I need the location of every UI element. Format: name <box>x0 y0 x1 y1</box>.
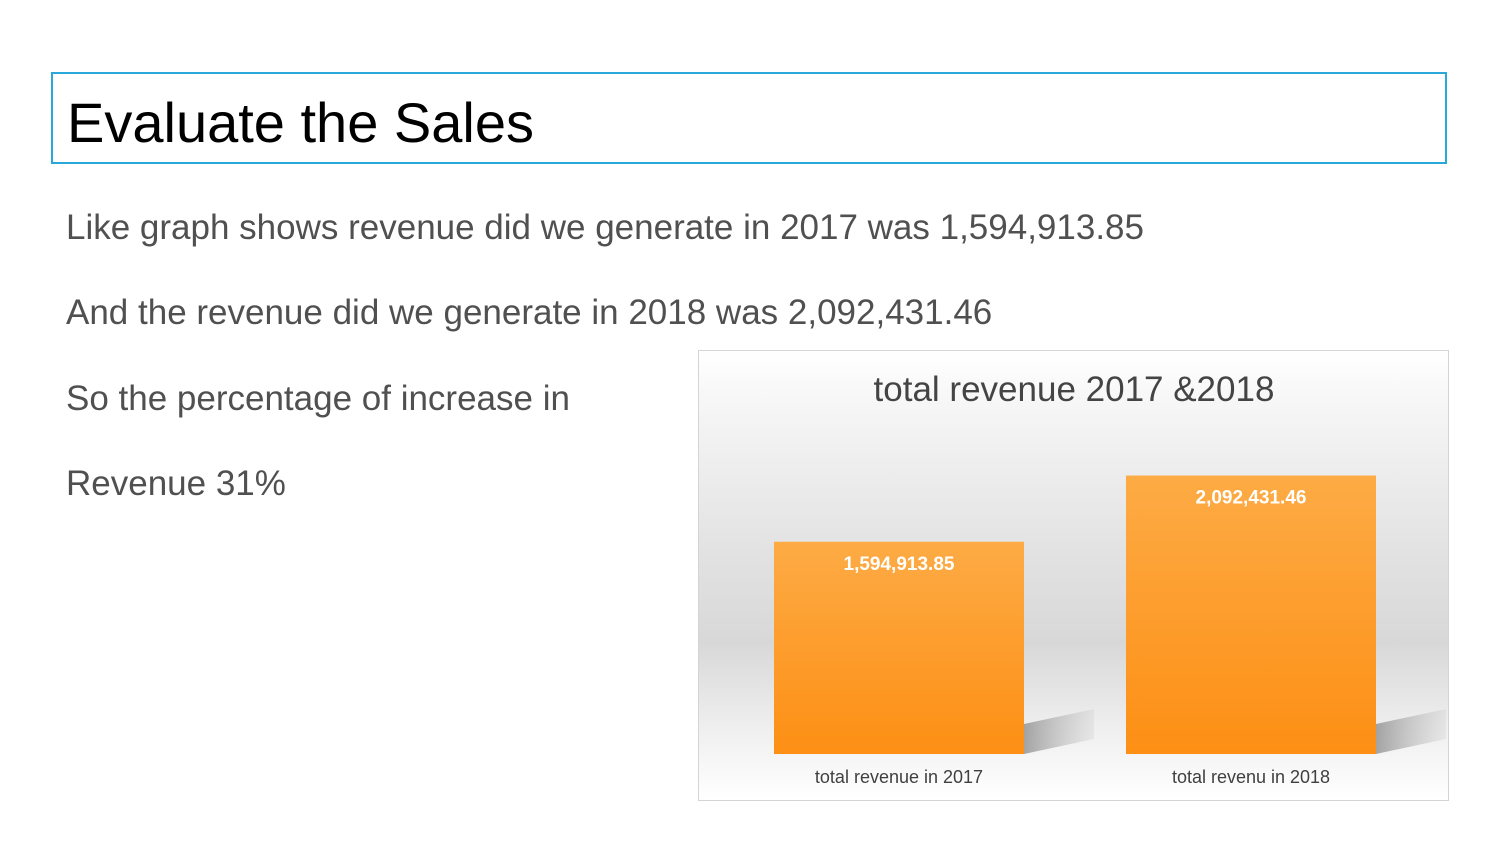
body-line-percentage: So the percentage of increase in <box>66 379 570 418</box>
body-line-revenue: Revenue 31% <box>66 464 286 503</box>
revenue-chart: total revenue 2017 &2018 1,594,913.85 tot… <box>698 350 1449 801</box>
category-label-1: total revenu in 2018 <box>1172 767 1330 787</box>
category-label-0: total revenue in 2017 <box>815 767 983 787</box>
chart-title: total revenue 2017 &2018 <box>874 370 1275 409</box>
bar-1 <box>1126 475 1376 754</box>
bar-0 <box>774 541 1024 754</box>
data-label-1: 2,092,431.46 <box>1196 488 1307 509</box>
bar-shadow <box>1376 709 1446 754</box>
bar-shadow <box>1024 709 1094 754</box>
title-box: Evaluate the Sales <box>51 72 1447 164</box>
body-line-2017: Like graph shows revenue did we generate… <box>66 208 1144 247</box>
chart-svg: total revenue 2017 &2018 1,594,913.85 tot… <box>774 370 1446 787</box>
body-line-2018: And the revenue did we generate in 2018 … <box>66 293 993 332</box>
slide-title: Evaluate the Sales <box>67 91 534 154</box>
data-label-0: 1,594,913.85 <box>844 554 955 575</box>
